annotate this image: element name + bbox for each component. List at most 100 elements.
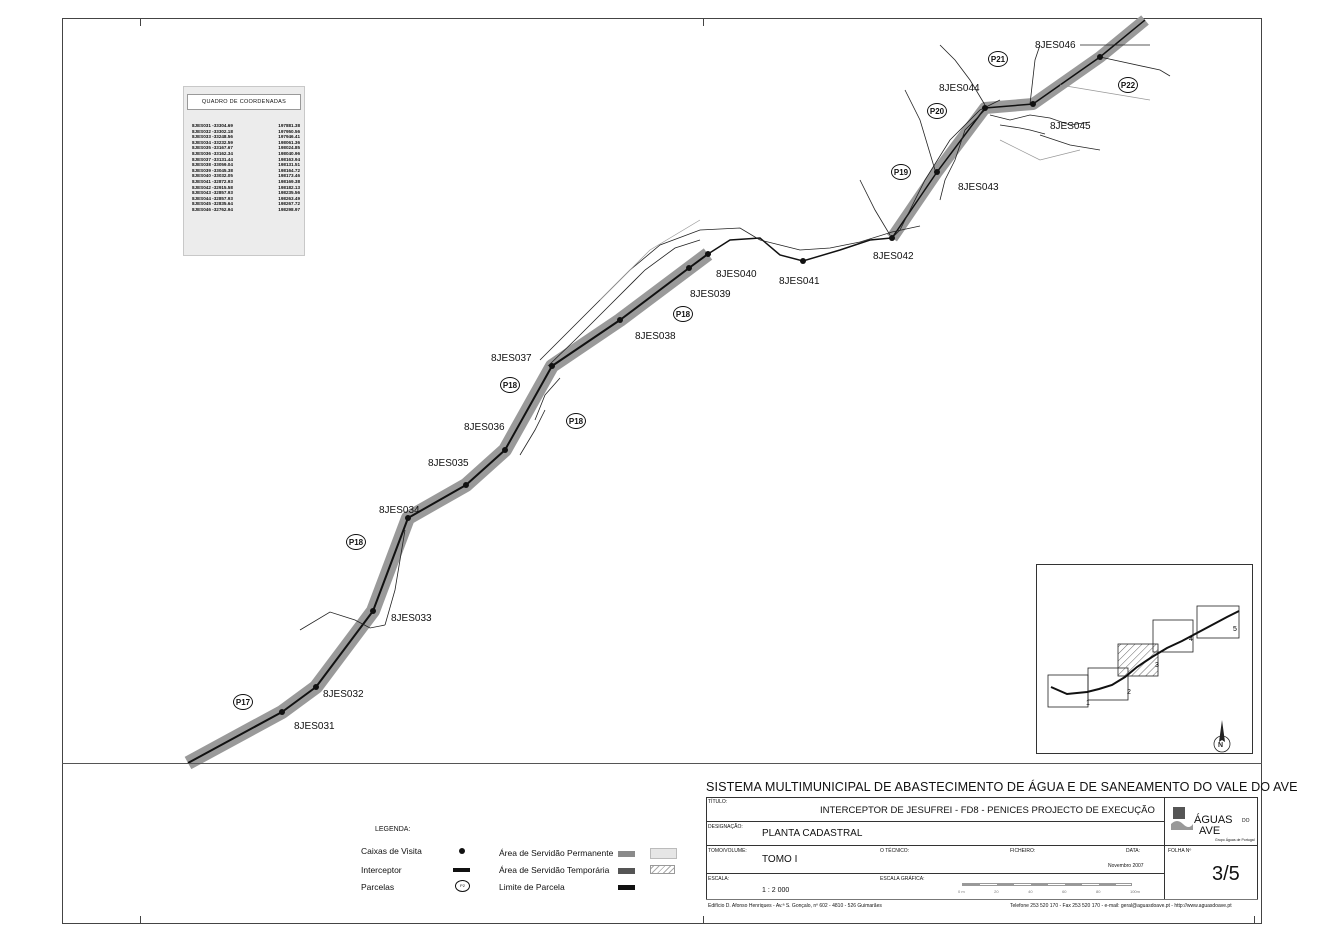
legend-item-parcels: Parcelas xyxy=(361,882,395,892)
manhole-point xyxy=(370,608,376,614)
coordinate-row: 8JES039 -33045.38 198164.72 xyxy=(192,168,300,174)
frame-tick xyxy=(703,916,704,924)
coordinate-id-x: 8JES046 -32762.94 xyxy=(192,206,233,212)
parcel-marker: P18 xyxy=(566,413,586,429)
legend-permanent-symbol xyxy=(618,851,635,857)
frame-tick xyxy=(703,18,704,26)
logo-main-text: ÁGUAS xyxy=(1194,814,1233,826)
coordinate-y: 198235.56 xyxy=(278,190,300,196)
coordinate-row: 8JES040 -33032.05 198173.46 xyxy=(192,173,300,179)
coordinate-y: 198182.13 xyxy=(278,184,300,190)
graphic-scale-bar xyxy=(962,883,1132,886)
logo-small-text: DO xyxy=(1242,818,1250,824)
inset-sheet-number: 2 xyxy=(1127,689,1131,696)
coordinate-y: 197946.41 xyxy=(278,134,300,140)
company-logo: ÁGUAS DO AVE Grupo Águas de Portugal xyxy=(1167,800,1255,842)
interceptor-line xyxy=(187,253,709,764)
frame-tick xyxy=(140,916,141,924)
coordinate-id-x: 8JES033 -33248.56 xyxy=(192,134,233,140)
frame-tick xyxy=(1254,916,1255,924)
manhole-label: 8JES033 xyxy=(391,613,432,624)
legend-manhole-symbol xyxy=(459,848,465,854)
manhole-label: 8JES046 xyxy=(1035,40,1076,51)
scale-tick: 60 xyxy=(1062,889,1067,894)
coordinate-row: 8JES045 -32835.64 198267.72 xyxy=(192,201,300,207)
secondary-boundaries xyxy=(599,84,1151,301)
legend-item-temporary-easement: Área de Servidão Temporária xyxy=(499,865,610,875)
coordinate-row: 8JES042 -32915.58 198182.13 xyxy=(192,185,300,191)
manhole-point xyxy=(313,684,319,690)
coordinate-id-x: 8JES032 -33302.18 xyxy=(192,128,233,134)
inset-sheet-number: 4 xyxy=(1189,636,1193,643)
scale-tick: 40 xyxy=(1028,889,1033,894)
date-value: Novembro 2007 xyxy=(1108,863,1144,869)
parcel-marker: P21 xyxy=(988,51,1008,67)
manhole-point xyxy=(889,235,895,241)
manhole-label: 8JES035 xyxy=(428,458,469,469)
key-map: N 1 2 3 4 5 xyxy=(1047,605,1240,753)
tomo-value: TOMO I xyxy=(762,854,798,865)
legend-temporary-symbol xyxy=(618,868,635,874)
parcel-marker: P18 xyxy=(673,306,693,322)
coordinates-list: 8JES031 -33304.69 197881.38 8JES032 -33302… xyxy=(192,123,300,213)
manhole-label: 8JES034 xyxy=(379,505,420,516)
coordinate-y: 197950.56 xyxy=(278,128,300,134)
legend-item-manholes: Caixas de Visita xyxy=(361,846,422,856)
coordinate-row: 8JES037 -33131.44 198163.94 xyxy=(192,157,300,163)
sheet-number: 3/5 xyxy=(1212,863,1240,885)
frame-tick xyxy=(140,18,141,26)
manhole-point xyxy=(800,258,806,264)
titulo-label: TÍTULO: xyxy=(708,799,728,805)
coordinate-row: 8JES035 -33167.67 198024.85 xyxy=(192,145,300,151)
manhole-point xyxy=(934,169,940,175)
manhole-point xyxy=(279,709,285,715)
manhole-point xyxy=(549,363,555,369)
legend-temporary-swatch xyxy=(650,865,675,874)
coordinate-row: 8JES033 -33248.56 197946.41 xyxy=(192,134,300,140)
coordinate-y: 198263.49 xyxy=(278,195,300,201)
manhole-label: 8JES043 xyxy=(958,182,999,193)
coordinate-y: 198040.96 xyxy=(278,150,300,156)
parcel-marker: P18 xyxy=(346,534,366,550)
coordinate-id-x: 8JES038 -33059.04 xyxy=(192,162,233,168)
coordinate-y: 198131.51 xyxy=(278,162,300,168)
legend-item-parcel-limit: Limite de Parcela xyxy=(499,882,565,892)
designacao-label: DESIGNAÇÃO: xyxy=(708,824,743,830)
title-block: TÍTULO: INTERCEPTOR DE JESUFREI - FD8 - … xyxy=(706,797,1258,913)
coordinate-row: 8JES044 -32857.93 198263.49 xyxy=(192,196,300,202)
data-label: DATA: xyxy=(1126,848,1140,854)
manhole-point xyxy=(1030,101,1036,107)
footer-address: Edifício D. Afonso Henriques - Av.ª S. G… xyxy=(708,903,882,909)
parcel-marker: P20 xyxy=(927,103,947,119)
coordinate-row: 8JES041 -32872.93 198169.38 xyxy=(192,179,300,185)
manhole-point xyxy=(705,251,711,257)
inset-sheet-number: 1 xyxy=(1086,700,1090,707)
manhole-point xyxy=(686,265,692,271)
coordinate-y: 197881.38 xyxy=(278,123,300,128)
legend-interceptor-symbol xyxy=(453,868,470,872)
manhole-label: 8JES045 xyxy=(1050,121,1091,132)
footer-contacts: Telefone 253 520 170 - Fax 253 520 170 -… xyxy=(1010,903,1232,909)
coordinate-row: 8JES034 -33232.59 198061.36 xyxy=(192,140,300,146)
coordinate-id-x: 8JES042 -32915.58 xyxy=(192,184,233,190)
coordinate-id-x: 8JES043 -32857.93 xyxy=(192,190,233,196)
coordinate-id-x: 8JES041 -32872.93 xyxy=(192,178,233,184)
coordinate-y: 198173.46 xyxy=(278,173,300,179)
tomo-label: TOMO/VOLUME: xyxy=(708,848,747,854)
coordinate-id-x: 8JES037 -33131.44 xyxy=(192,156,233,162)
parcel-marker: P18 xyxy=(500,377,520,393)
easement-corridor xyxy=(184,248,713,770)
scale-tick: 80 xyxy=(1096,889,1101,894)
coordinate-row: 8JES036 -33162.34 198040.96 xyxy=(192,151,300,157)
manhole-label: 8JES032 xyxy=(323,689,364,700)
manhole-label: 8JES036 xyxy=(464,422,505,433)
project-title: INTERCEPTOR DE JESUFREI - FD8 - PENICES … xyxy=(820,805,1155,816)
inset-sheet-number: 3 xyxy=(1155,662,1159,669)
scale-tick: 0 m xyxy=(958,889,965,894)
legend-parcel-symbol: P2 xyxy=(455,880,470,892)
manhole-point xyxy=(463,482,469,488)
coordinate-id-x: 8JES044 -32857.93 xyxy=(192,195,233,201)
parcel-marker: P19 xyxy=(891,164,911,180)
scale-value: 1 : 2 000 xyxy=(762,887,790,894)
